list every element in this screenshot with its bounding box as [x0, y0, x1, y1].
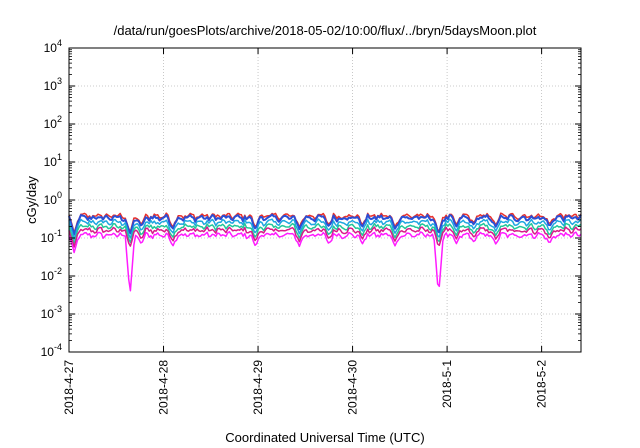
y-axis-label: cGy/day — [24, 176, 39, 224]
x-tick-label: 2018-4-27 — [62, 360, 76, 415]
y-tick-label: 101 — [44, 152, 62, 169]
x-axis-label: Coordinated Universal Time (UTC) — [225, 430, 424, 445]
x-tick-label: 2018-5-1 — [440, 360, 454, 408]
x-tick-label: 2018-5-2 — [535, 360, 549, 408]
grid-lines — [69, 48, 581, 352]
y-tick-label: 102 — [44, 114, 62, 131]
y-tick-label: 10-4 — [41, 342, 62, 359]
chart-title: /data/run/goesPlots/archive/2018-05-02/1… — [114, 23, 537, 38]
tick-marks — [68, 47, 581, 353]
series-line — [68, 222, 582, 245]
series-line — [68, 218, 582, 240]
x-tick-label: 2018-4-28 — [157, 360, 171, 415]
series-layer — [68, 212, 582, 292]
x-tick-labels: 2018-4-27 2018-4-28 2018-4-29 2018-4-30 2018… — [62, 360, 549, 415]
series-line — [68, 226, 582, 248]
x-tick-label: 2018-4-29 — [251, 360, 265, 415]
y-tick-label: 104 — [44, 38, 62, 55]
y-tick-label: 10-1 — [41, 228, 62, 245]
series-line — [68, 230, 582, 292]
x-tick-label: 2018-4-30 — [346, 360, 360, 415]
y-tick-label: 103 — [44, 76, 62, 93]
y-tick-label: 10-3 — [41, 304, 62, 321]
y-tick-label: 100 — [44, 190, 62, 207]
y-tick-labels: 10-4 10-3 10-2 10-1 100 101 102 103 104 — [41, 38, 62, 359]
series-line — [68, 213, 582, 236]
y-tick-label: 10-2 — [41, 266, 62, 283]
